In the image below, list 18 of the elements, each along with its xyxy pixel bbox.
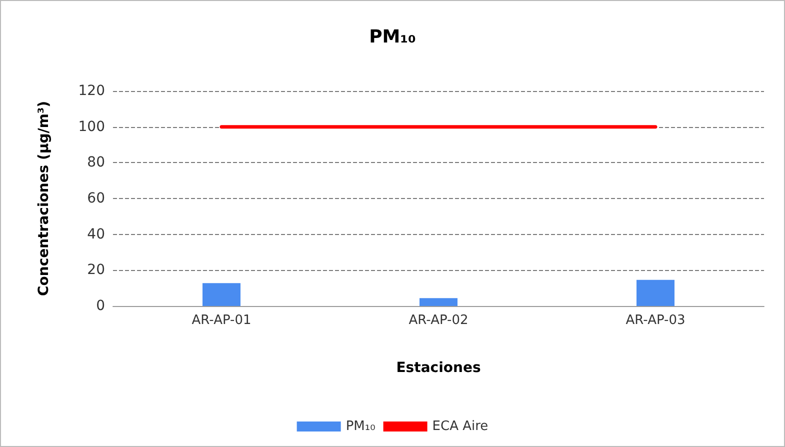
- y-tick-label: 100: [78, 118, 105, 135]
- bar: [202, 283, 240, 306]
- x-tick-label: AR-AP-02: [408, 313, 468, 328]
- bar: [636, 280, 674, 306]
- y-axis-title: Concentraciones (µg/m³): [36, 100, 52, 296]
- y-tick-label: 40: [87, 226, 105, 242]
- x-tick-label: AR-AP-01: [192, 313, 252, 328]
- legend-label: ECA Aire: [432, 419, 488, 434]
- bar: [420, 298, 458, 306]
- chart-title: PM₁₀: [369, 26, 416, 48]
- y-tick-label: 80: [87, 154, 105, 171]
- x-axis-title: Estaciones: [396, 360, 481, 376]
- legend-label: PM₁₀: [346, 419, 376, 434]
- y-tick-label: 0: [96, 298, 105, 314]
- y-tick-label: 60: [87, 190, 105, 206]
- y-tick-label: 20: [87, 262, 105, 278]
- x-tick-label: AR-AP-03: [626, 313, 686, 328]
- y-tick-label: 120: [78, 83, 105, 99]
